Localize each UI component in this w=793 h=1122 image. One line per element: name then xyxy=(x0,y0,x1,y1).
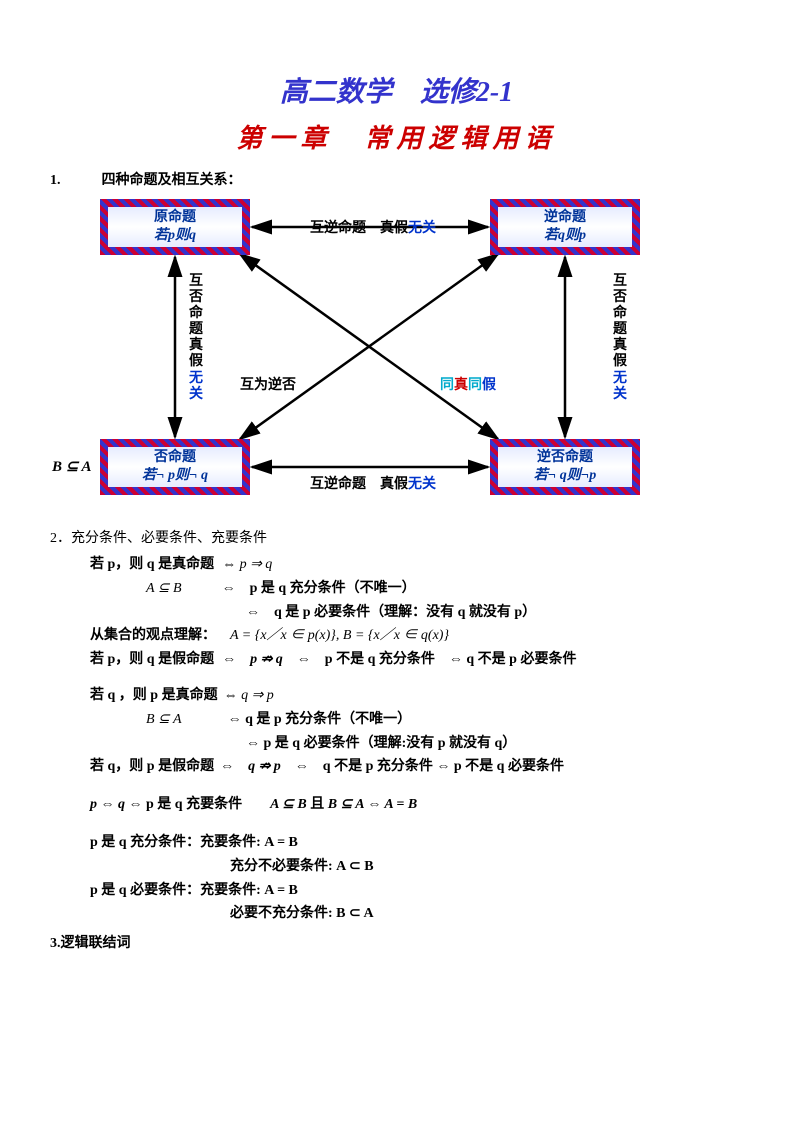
main-title: 高二数学 选修2-1 xyxy=(50,70,743,110)
mid-right-label: 同真同假 xyxy=(440,374,496,394)
chapter-title: 第一章 常用逻辑用语 xyxy=(50,118,743,155)
section-2-content: 若 p，则 q 是真命题⇔ p ⇒ q A ⊆ B⇔ p 是 q 充分条件（不唯… xyxy=(90,553,743,926)
node-contrapositive: 逆否命题 若¬ q则¬p xyxy=(490,439,640,495)
bottom-edge-label: 互逆命题 真假无关 xyxy=(310,473,436,493)
section-2-head: 2．充分条件、必要条件、充要条件 xyxy=(50,527,743,547)
mid-left-label: 互为逆否 xyxy=(240,374,296,394)
sec1-num: 1. xyxy=(50,173,98,189)
left-edge-label: 互否命题真假无关 xyxy=(188,274,204,403)
b-subset-a-label: B ⊆ A xyxy=(52,457,92,476)
proposition-diagram: 原命题 若p则q 逆命题 若q则p 否命题 若¬ p则¬ q 逆否命题 若¬ q… xyxy=(90,199,650,509)
right-edge-label: 互否命题真假无关 xyxy=(612,274,628,403)
sec1-title: 四种命题及相互关系： xyxy=(102,173,242,188)
top-edge-label: 互逆命题 真假无关 xyxy=(310,217,436,237)
node-original: 原命题 若p则q xyxy=(100,199,250,255)
node-converse: 逆命题 若q则p xyxy=(490,199,640,255)
section-3-head: 3.逻辑联结词 xyxy=(50,932,743,952)
node-inverse: 否命题 若¬ p则¬ q xyxy=(100,439,250,495)
section-1-head: 1. 四种命题及相互关系： xyxy=(50,169,743,189)
